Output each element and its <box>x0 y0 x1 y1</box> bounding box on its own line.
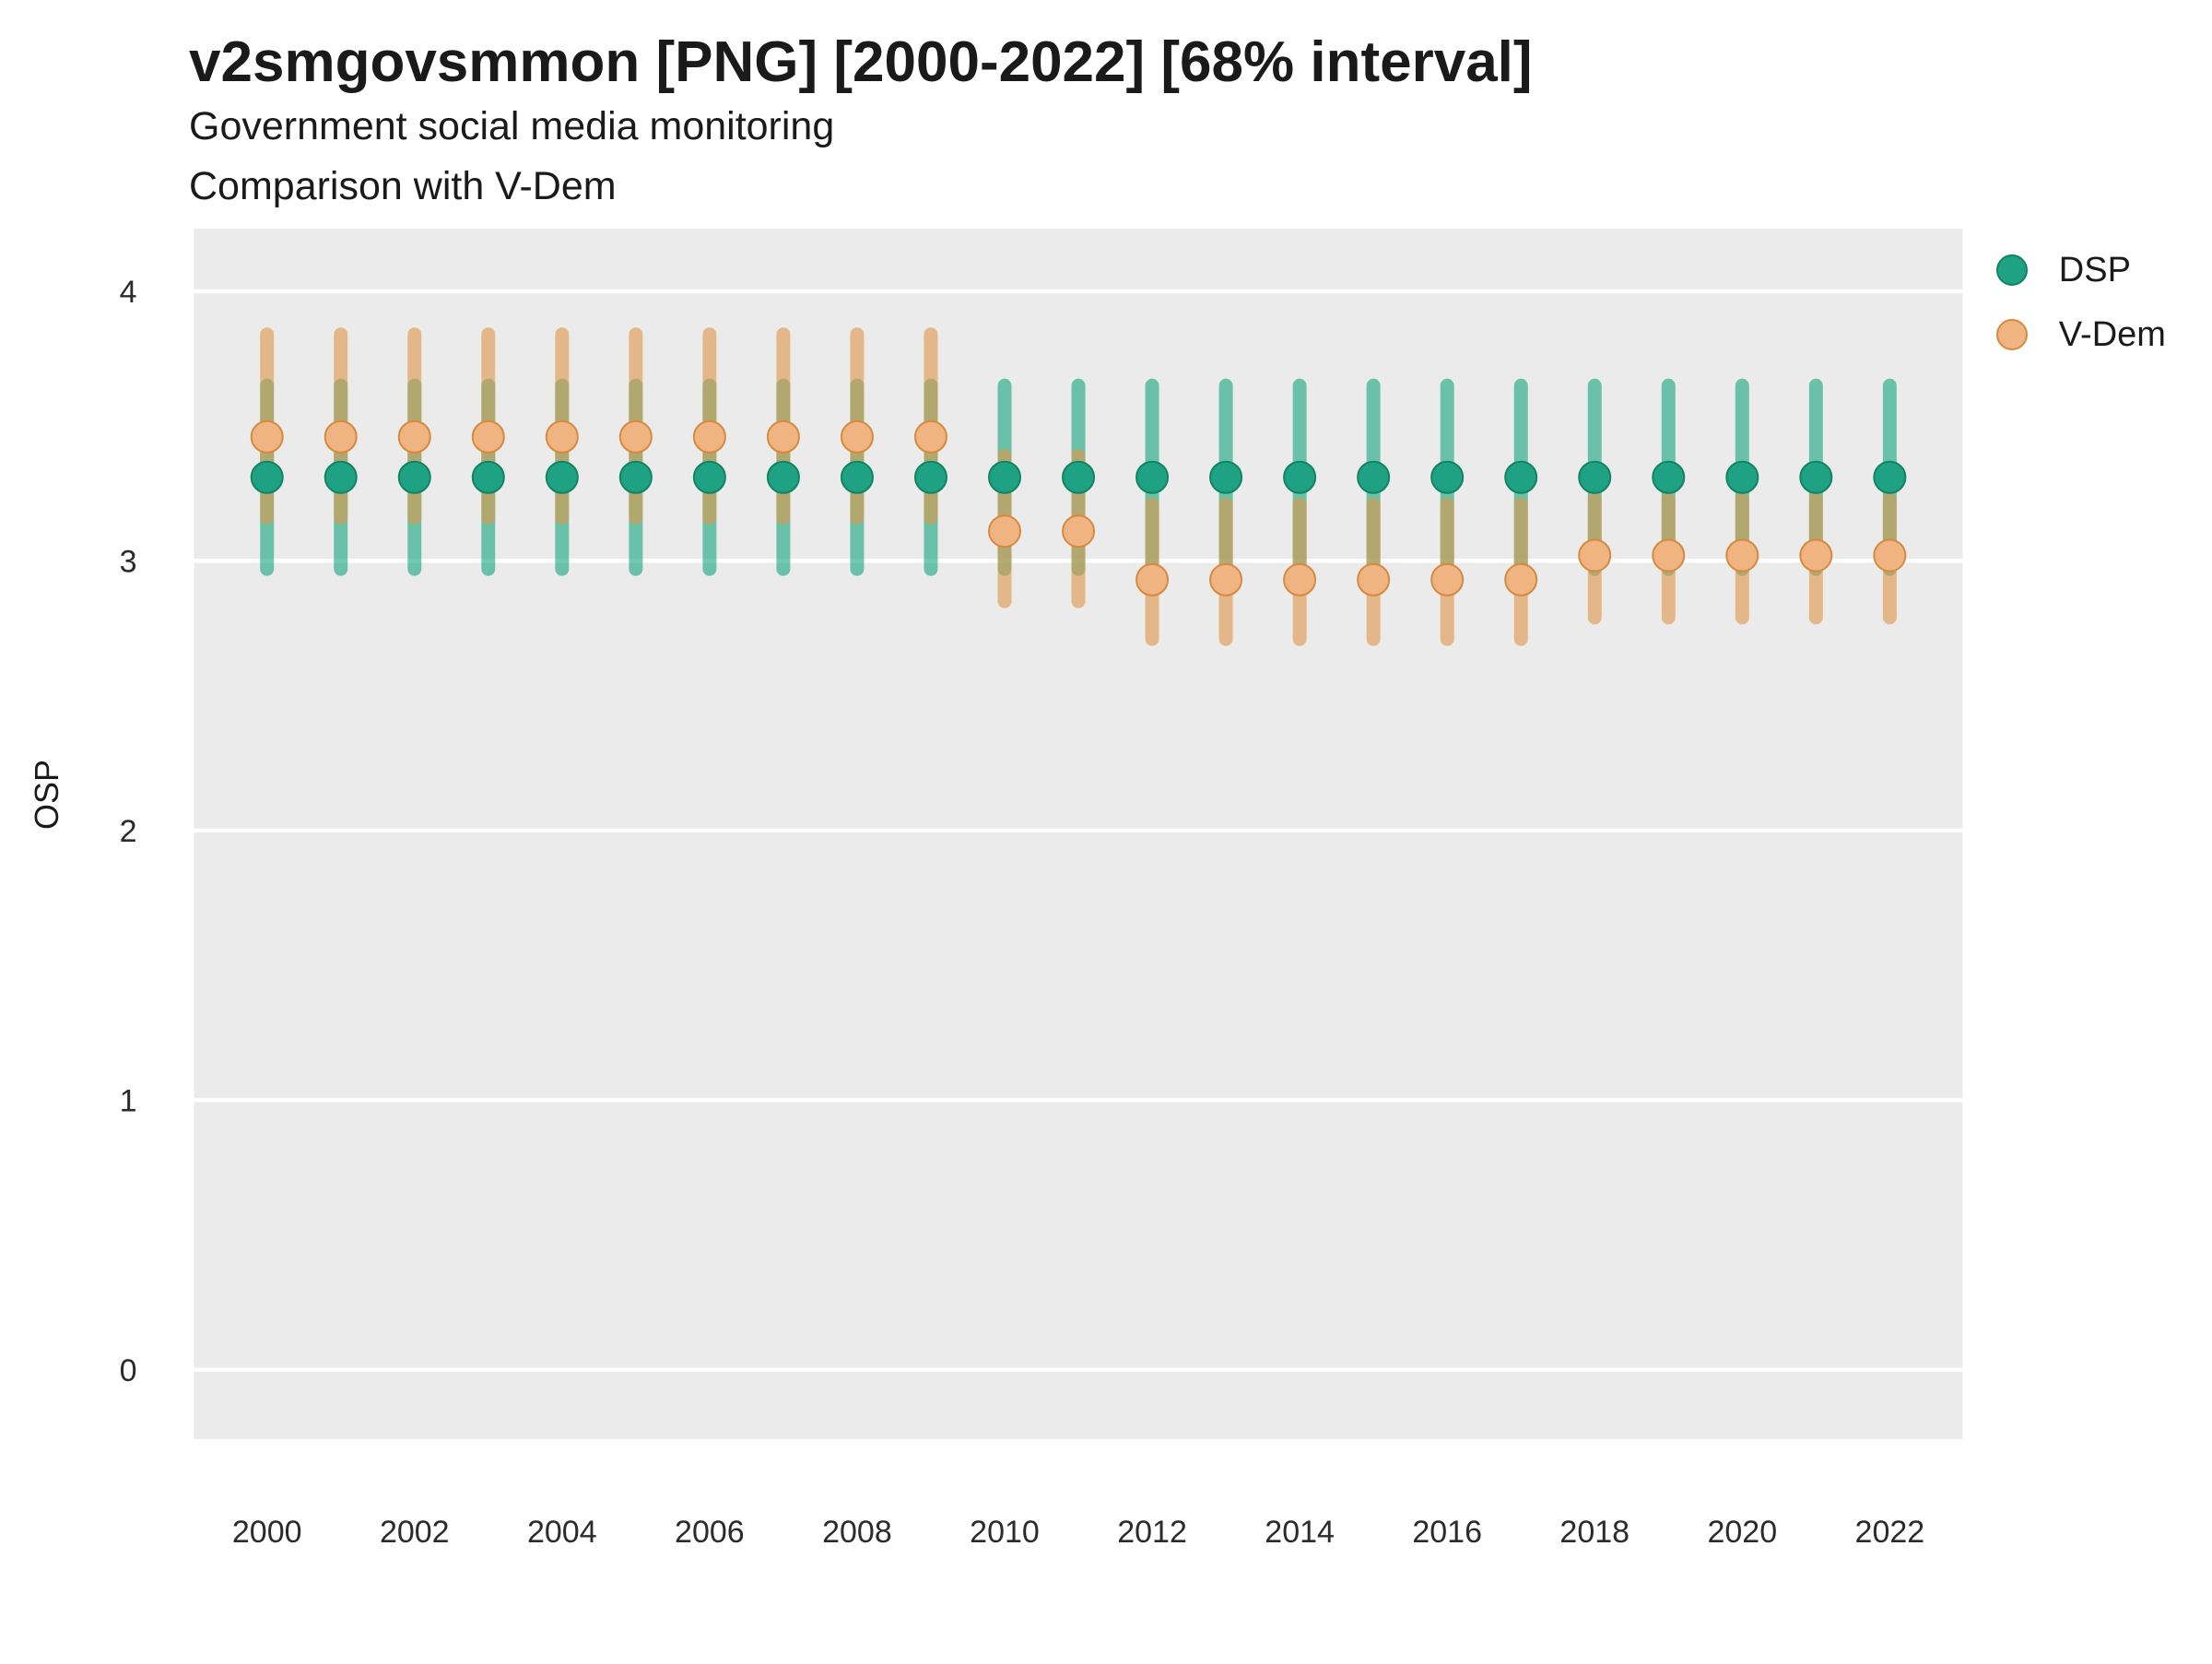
svg-text:2000: 2000 <box>232 1515 302 1550</box>
svg-text:4: 4 <box>120 275 137 310</box>
svg-text:2020: 2020 <box>1707 1515 1777 1550</box>
svg-text:2008: 2008 <box>822 1515 892 1550</box>
svg-text:2006: 2006 <box>675 1515 745 1550</box>
svg-text:2: 2 <box>120 814 137 849</box>
svg-text:1: 1 <box>120 1083 137 1118</box>
svg-text:2002: 2002 <box>380 1515 450 1550</box>
svg-text:2018: 2018 <box>1559 1515 1630 1550</box>
svg-text:0: 0 <box>120 1353 137 1388</box>
svg-text:2022: 2022 <box>1855 1515 1925 1550</box>
svg-text:2010: 2010 <box>970 1515 1040 1550</box>
svg-text:2004: 2004 <box>527 1515 597 1550</box>
svg-text:2016: 2016 <box>1412 1515 1482 1550</box>
svg-text:3: 3 <box>120 544 137 579</box>
svg-text:2012: 2012 <box>1117 1515 1187 1550</box>
svg-text:2014: 2014 <box>1265 1515 1335 1550</box>
